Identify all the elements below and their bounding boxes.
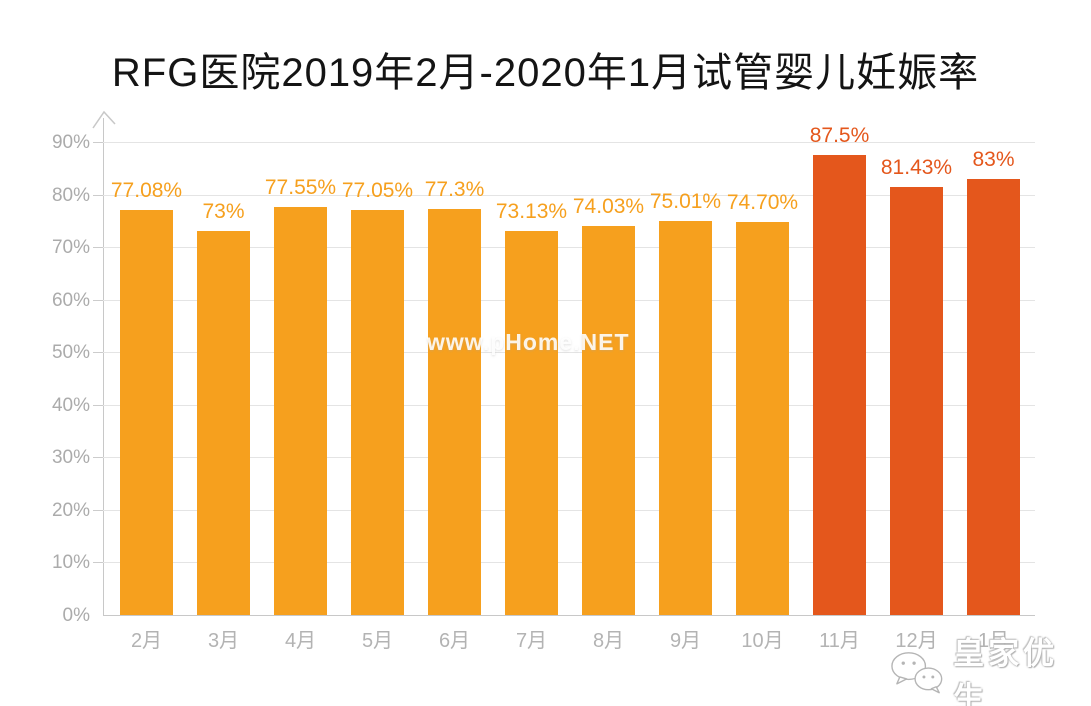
x-tick-label-9月: 9月 (669, 630, 702, 652)
gridline-60% (103, 299, 1035, 301)
bar-value-11月: 87.5% (809, 124, 870, 148)
x-tick-label-1月: 1月 (977, 630, 1010, 652)
bar-9月 (659, 220, 712, 615)
bar-value-6月: 77.3% (424, 177, 485, 201)
x-tick-label-8月: 8月 (592, 630, 625, 652)
y-tick-70% (93, 247, 103, 249)
x-tick-label-6月: 6月 (438, 630, 471, 652)
y-tick-label-90%: 90% (51, 132, 90, 153)
chart-title: RFG医院2019年2月-2020年1月试管婴儿妊娠率 (111, 51, 980, 95)
x-tick-label-7月: 7月 (515, 630, 548, 652)
x-tick-label-11月: 11月 (819, 630, 860, 652)
watermark-site: www.pHome.NET (427, 329, 630, 355)
bar-8月 (582, 225, 635, 615)
watermark-brand: 皇家优生 (888, 628, 1091, 706)
bar-value-7月: 73.13% (495, 199, 568, 223)
bar-value-3月: 73% (202, 200, 245, 224)
gridline-90% (103, 142, 1035, 143)
bar-value-12月: 81.43% (880, 156, 953, 180)
wechat-icon (891, 652, 943, 694)
x-tick-label-5月: 5月 (361, 630, 394, 652)
y-tick-80% (93, 194, 103, 196)
bar-5月 (351, 210, 404, 615)
gridline-30% (103, 457, 1035, 459)
y-tick-40% (93, 404, 103, 406)
bar-value-5月: 77.05% (341, 179, 414, 203)
y-tick-label-0%: 0% (62, 605, 90, 626)
gridline-50% (103, 352, 1035, 354)
bar-2月 (120, 209, 173, 615)
x-tick-label-2月: 2月 (130, 630, 163, 652)
gridline-80% (103, 194, 1035, 196)
x-axis-line (103, 615, 1035, 616)
bar-1月 (967, 178, 1020, 615)
gridline-20% (103, 509, 1035, 511)
bar-value-10月: 74.70% (726, 191, 799, 215)
y-tick-label-20%: 20% (51, 499, 90, 521)
y-tick-label-70%: 70% (51, 237, 90, 259)
y-tick-60% (93, 299, 103, 301)
bar-3月 (197, 231, 250, 615)
bar-12月 (890, 187, 943, 615)
y-tick-label-10%: 10% (51, 552, 90, 574)
y-tick-10% (93, 562, 103, 564)
bar-11月 (813, 155, 866, 615)
watermark-brand-text: 皇家优生 (953, 636, 1059, 706)
gridline-40% (103, 404, 1035, 406)
bar-6月 (428, 208, 481, 615)
gridline-70% (103, 247, 1035, 249)
y-tick-90% (93, 142, 103, 143)
x-tick-label-10月: 10月 (741, 630, 784, 652)
bar-value-4月: 77.55% (264, 176, 337, 200)
x-tick-label-3月: 3月 (207, 630, 240, 652)
x-tick-label-12月: 12月 (895, 630, 938, 652)
y-tick-50% (93, 352, 103, 354)
y-tick-label-50%: 50% (51, 342, 90, 364)
bar-4月 (274, 207, 327, 615)
y-tick-label-80%: 80% (51, 184, 90, 206)
bar-7月 (505, 230, 558, 615)
bar-value-8月: 74.03% (572, 194, 645, 218)
y-axis-line (103, 118, 104, 615)
x-tick-label-4月: 4月 (284, 630, 317, 652)
y-tick-label-30%: 30% (51, 447, 90, 469)
y-tick-label-60%: 60% (51, 289, 90, 311)
gridline-10% (103, 562, 1035, 564)
y-tick-label-40%: 40% (51, 394, 90, 416)
bar-10月 (736, 222, 789, 615)
y-tick-30% (93, 457, 103, 459)
bar-value-9月: 75.01% (649, 189, 722, 213)
bar-value-2月: 77.08% (110, 178, 183, 202)
bar-value-1月: 83% (972, 147, 1015, 171)
y-tick-20% (93, 509, 103, 511)
y-axis-arrow-icon (92, 110, 116, 129)
